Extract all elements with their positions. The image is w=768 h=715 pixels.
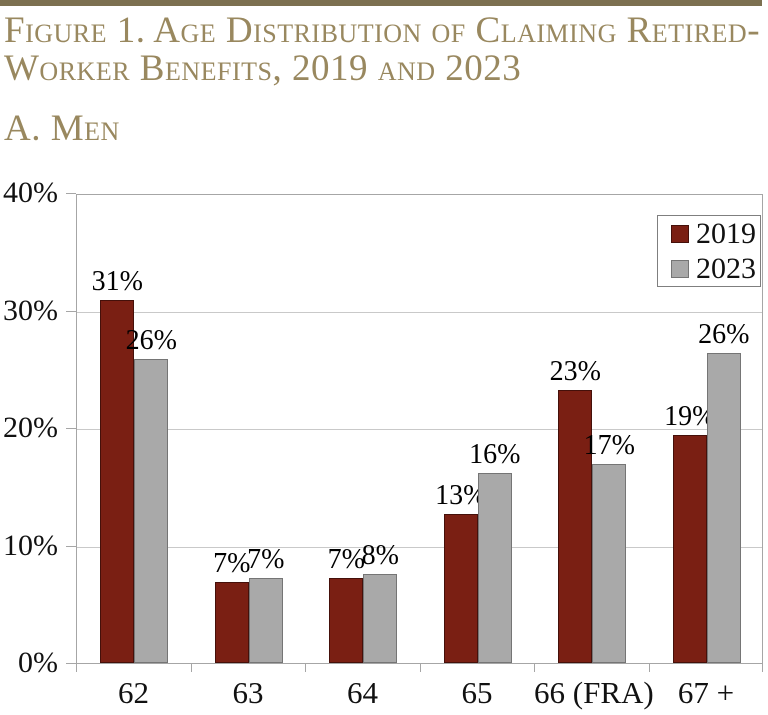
bar-value-label: 7% <box>247 544 285 576</box>
bar-2023 <box>248 578 283 663</box>
figure-title: Figure 1. Age Distribution of Claiming R… <box>4 12 764 88</box>
bar-2023 <box>706 352 741 663</box>
x-axis-tick <box>419 664 421 672</box>
gridline <box>77 546 762 548</box>
y-axis-tick <box>66 428 76 429</box>
figure-title-line2: Worker Benefits, 2019 and 2023 <box>4 48 522 89</box>
legend-item-2019: 2019 <box>671 216 760 250</box>
bar-value-label: 7% <box>213 547 251 579</box>
bar-2019 <box>672 435 707 663</box>
figure-title-line1: Figure 1. Age Distribution of Claiming R… <box>4 10 761 51</box>
legend-label-2023: 2023 <box>696 251 756 285</box>
y-axis-tick <box>66 193 76 194</box>
bar-2019 <box>214 581 249 663</box>
x-axis-tick <box>648 664 650 672</box>
legend-swatch-2019-icon <box>671 224 689 243</box>
x-axis-label: 64 <box>347 675 378 710</box>
bar-value-label: 8% <box>361 539 399 571</box>
plot-area: 31% 26% 7% 7% 7% 8% 13% 16% 23% 17% 19% 26% <box>76 194 763 664</box>
top-rule-divider <box>0 0 762 6</box>
category-group: 23% 17% <box>535 195 650 663</box>
legend-swatch-2023-icon <box>671 259 689 278</box>
bar-value-label: 7% <box>327 544 365 576</box>
bar-2019 <box>558 390 593 663</box>
y-axis-tick <box>66 663 76 664</box>
category-group: 13% 16% <box>421 195 536 663</box>
bar-value-label: 31% <box>91 265 143 297</box>
legend: 2019 2023 <box>657 215 761 287</box>
legend-label-2019: 2019 <box>696 216 756 250</box>
bar-value-label: 23% <box>549 356 601 388</box>
bar-2023 <box>134 358 169 663</box>
category-group: 19% 26% <box>650 195 765 663</box>
y-axis-tick-label: 20% <box>3 411 58 444</box>
bar-value-label: 17% <box>583 430 635 462</box>
gridline <box>77 429 762 430</box>
bar-value-label: 16% <box>469 438 521 470</box>
x-axis-tick <box>76 664 77 672</box>
category-group: 7% 8% <box>306 195 421 663</box>
bar-2019 <box>329 578 364 663</box>
legend-item-2023: 2023 <box>671 251 760 285</box>
y-axis-tick-label: 0% <box>18 646 58 679</box>
bar-2019 <box>443 513 478 663</box>
x-axis-tick <box>534 664 535 672</box>
bar-2019 <box>100 299 135 663</box>
y-axis-tick <box>66 310 76 312</box>
x-axis-tick <box>190 664 192 672</box>
y-axis-tick-label: 10% <box>3 528 58 562</box>
bar-value-label: 26% <box>698 318 750 350</box>
y-axis-tick-label: 30% <box>3 293 58 327</box>
x-axis-label: 65 <box>461 675 493 710</box>
panel-label: A. Men <box>4 108 120 149</box>
bar-value-label: 26% <box>125 324 177 356</box>
gridline <box>77 311 762 313</box>
bar-2023 <box>363 573 398 663</box>
category-group: 7% 7% <box>192 195 307 663</box>
x-axis-tick <box>762 664 763 672</box>
y-axis-tick-label: 40% <box>3 176 58 209</box>
x-axis-label: 63 <box>232 675 264 710</box>
y-axis-tick <box>66 545 76 547</box>
category-group: 31% 26% <box>77 195 192 663</box>
x-axis-tick <box>305 664 306 672</box>
x-axis-label: 67 + <box>677 675 735 710</box>
x-axis-label: 66 (FRA) <box>534 675 654 710</box>
bar-2023 <box>592 464 627 663</box>
x-axis-label: 62 <box>118 675 149 710</box>
bar-2023 <box>477 472 512 663</box>
